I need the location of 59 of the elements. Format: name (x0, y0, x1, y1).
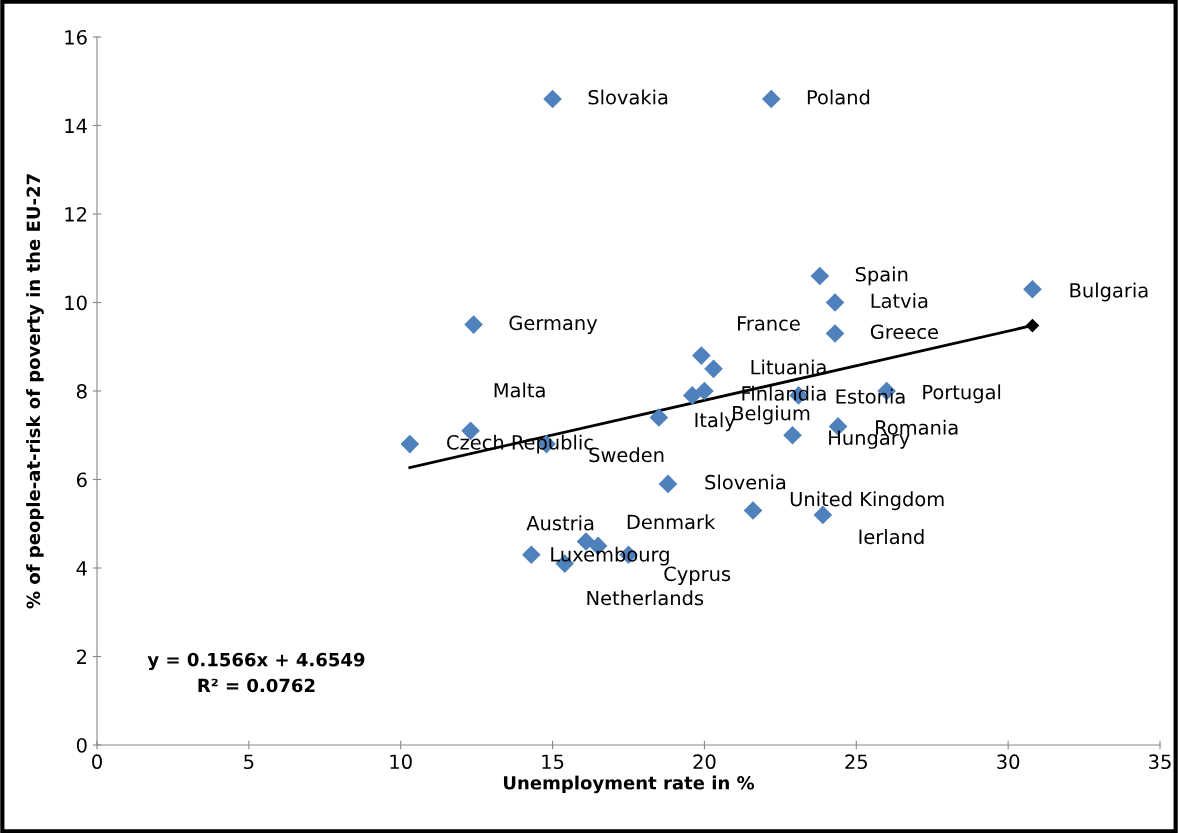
annotation: France (738, 316, 800, 331)
point (761, 89, 781, 109)
y-tick-label: 6 (76, 472, 87, 488)
annotation: Ierland (859, 529, 924, 545)
point (682, 386, 702, 405)
annotation: Estonia (836, 388, 905, 404)
annotation: Denmark (627, 514, 716, 530)
x-tick-label: 15 (542, 754, 564, 770)
x-axis-title: Unemployment rate in % (503, 775, 755, 794)
annotation: Belgium (733, 405, 810, 425)
point (1023, 279, 1042, 299)
y-tick-label: 14 (65, 118, 87, 133)
y-axis-title: % of people-at-risk of poverty in the EU-27 (26, 174, 44, 609)
point (825, 293, 845, 312)
annotation: Spain (855, 266, 908, 286)
annotation: Austria (526, 515, 594, 531)
x-tick-label: 25 (845, 754, 867, 770)
y-tick-label: 16 (65, 29, 87, 45)
point (783, 425, 802, 445)
x-tick-label: 0 (92, 754, 102, 770)
x-tick-label: 20 (693, 754, 716, 770)
point (521, 545, 541, 565)
point (658, 474, 678, 494)
annotation: United Kingdom (790, 491, 944, 511)
annotation: Bulgaria (1070, 282, 1148, 302)
point (695, 381, 714, 401)
point (825, 324, 845, 343)
annotation: Latvia (871, 293, 928, 309)
y-tick-label: 2 (77, 649, 87, 664)
annotation: Cyprus (664, 566, 731, 585)
annotation: Poland (807, 89, 870, 105)
annotation: Slovakia (588, 89, 668, 105)
point (400, 434, 420, 454)
annotation: Malta (494, 382, 545, 398)
point (464, 315, 483, 334)
annotation: Netherlands (587, 590, 704, 606)
point (743, 501, 763, 520)
y-tick-label: 12 (65, 206, 87, 222)
point (649, 408, 669, 427)
point (1025, 318, 1040, 333)
point (813, 505, 833, 525)
x-tick-label: 5 (244, 754, 254, 770)
y-tick-label: 4 (76, 561, 87, 576)
x-tick-label: 10 (390, 754, 412, 770)
annotation: Lituania (751, 359, 826, 375)
point (704, 359, 723, 379)
annotation: Portugal (923, 384, 1001, 404)
point (692, 346, 711, 365)
annotation: Germany (509, 315, 598, 335)
y-tick-label: 8 (76, 383, 87, 399)
y-tick-label: 10 (65, 295, 87, 311)
point (810, 266, 830, 286)
annotation: Slovenia (705, 474, 786, 490)
x-tick-label: 35 (1149, 754, 1171, 770)
annotation: Greece (870, 324, 938, 340)
point (543, 89, 562, 109)
annotation: y = 0.1566x + 4.6549 R² = 0.0762 (147, 652, 365, 693)
x-tick-label: 30 (997, 754, 1020, 770)
y-tick-label: 0 (76, 737, 87, 753)
